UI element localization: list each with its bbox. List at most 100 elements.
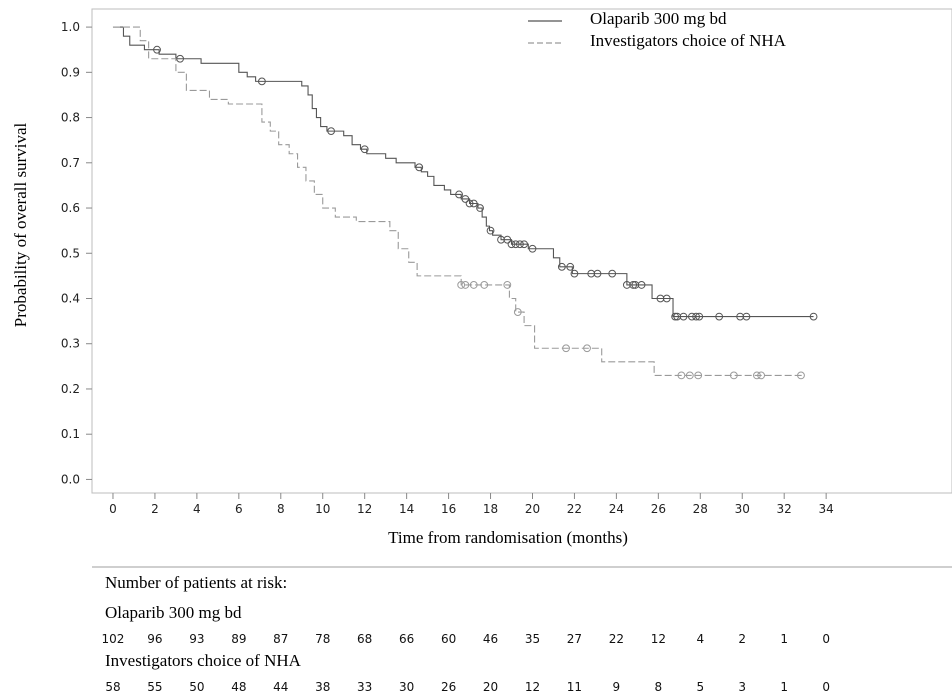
y-tick-label: 0.2: [61, 382, 80, 396]
censor-mark: [176, 54, 184, 63]
y-tick-label: 1.0: [61, 20, 80, 34]
x-tick-label: 2: [151, 502, 159, 516]
risk-group-label-olaparib: Olaparib 300 mg bd: [105, 603, 242, 622]
censor-mark: [415, 163, 424, 172]
risk-count: 38: [315, 680, 331, 694]
y-tick-label: 0.3: [61, 337, 80, 351]
censor-mark: [520, 240, 528, 249]
risk-count: 78: [315, 632, 331, 646]
censor-mark: [513, 308, 522, 316]
legend-label-olaparib: Olaparib 300 mg bd: [590, 9, 727, 28]
series-line-1: [112, 26, 804, 376]
censor-mark: [629, 281, 638, 289]
censor-mark: [685, 371, 694, 380]
y-tick-label: 0.7: [61, 156, 80, 170]
risk-count: 12: [650, 632, 666, 646]
risk-count: 1: [780, 680, 789, 694]
risk-count: 68: [357, 632, 373, 646]
censor-mark: [608, 269, 617, 278]
x-axis-title: Time from randomisation (months): [388, 528, 628, 547]
x-tick-label: 8: [277, 502, 285, 516]
censor-mark: [715, 312, 724, 321]
x-tick-label: 16: [441, 502, 456, 516]
censor-mark: [497, 235, 505, 244]
censor-mark: [742, 312, 751, 321]
x-tick-label: 6: [235, 502, 243, 516]
censor-mark: [809, 312, 818, 321]
y-tick-label: 0.0: [61, 472, 80, 486]
risk-count: 66: [398, 632, 415, 646]
risk-count: 89: [231, 632, 247, 646]
x-axis-ticks: 0 2 4 6 8 10 12 14 16 18 20 22 24 26 28 30 32 34: [109, 493, 834, 516]
censor-mark: [566, 262, 575, 271]
risk-count: 8: [654, 680, 663, 694]
censor-mark: [729, 371, 738, 380]
censor-mark: [258, 77, 266, 86]
risk-count: 22: [608, 632, 625, 646]
risk-count: 26: [440, 680, 457, 694]
risk-table-heading: Number of patients at risk:: [105, 573, 288, 592]
censor-mark: [688, 312, 696, 321]
risk-count: 11: [566, 680, 583, 694]
censor-mark: [593, 269, 602, 278]
x-tick-label: 22: [567, 502, 582, 516]
risk-count: 44: [273, 680, 289, 694]
risk-count: 0: [822, 680, 830, 694]
censor-mark: [570, 269, 579, 278]
x-tick-label: 18: [483, 502, 498, 516]
risk-count: 12: [524, 680, 541, 694]
censor-mark: [461, 195, 470, 203]
plot-frame: [91, 8, 952, 494]
risk-count: 50: [189, 680, 205, 694]
x-tick-label: 28: [693, 502, 708, 516]
censor-mark: [662, 294, 671, 303]
censor-mark: [671, 312, 680, 321]
censor-mark: [695, 312, 704, 321]
x-tick-label: 10: [315, 502, 330, 516]
censor-mark: [528, 244, 537, 253]
censor-mark: [457, 281, 466, 289]
risk-count: 1: [780, 632, 789, 646]
y-tick-label: 0.6: [61, 201, 80, 215]
censor-mark: [587, 269, 596, 278]
censor-mark: [562, 344, 570, 353]
censor-mark: [557, 262, 566, 271]
y-tick-label: 0.8: [61, 111, 80, 125]
censor-mark: [736, 312, 745, 321]
censor-mark: [656, 294, 665, 303]
x-tick-label: 4: [193, 502, 201, 516]
x-tick-label: 32: [777, 502, 792, 516]
y-axis-title: Probability of overall survival: [11, 123, 30, 328]
risk-count: 9: [612, 680, 621, 694]
censor-mark: [507, 240, 516, 249]
x-tick-label: 12: [357, 502, 372, 516]
risk-count: 96: [147, 632, 163, 646]
x-tick-label: 30: [735, 502, 750, 516]
censor-mark: [455, 190, 463, 199]
risk-count: 2: [738, 632, 747, 646]
risk-count: 0: [822, 632, 830, 646]
risk-count: 27: [566, 632, 583, 646]
censor-mark: [476, 204, 484, 212]
legend: Olaparib 300 mg bd Investigators choice …: [528, 9, 787, 50]
survival-curves: [112, 26, 818, 380]
censor-mark: [694, 371, 703, 380]
risk-count: 4: [696, 632, 705, 646]
censor-mark: [511, 240, 520, 249]
y-axis-ticks: 0.0 0.1 0.2 0.3 0.4 0.5 0.6 0.7 0.8 0.9 1.0: [61, 20, 92, 486]
censor-mark: [631, 281, 640, 289]
x-tick-label: 34: [819, 502, 834, 516]
y-tick-label: 0.1: [61, 427, 80, 441]
censor-mark: [461, 281, 470, 289]
censor-mark: [677, 371, 686, 380]
risk-count: 87: [273, 632, 289, 646]
risk-count: 35: [524, 632, 541, 646]
censor-mark: [486, 226, 495, 235]
x-tick-label: 24: [609, 502, 624, 516]
censor-mark: [622, 281, 631, 289]
risk-count: 48: [231, 680, 247, 694]
x-tick-label: 20: [525, 502, 540, 516]
y-tick-label: 0.9: [61, 65, 80, 79]
censor-mark: [469, 281, 478, 289]
